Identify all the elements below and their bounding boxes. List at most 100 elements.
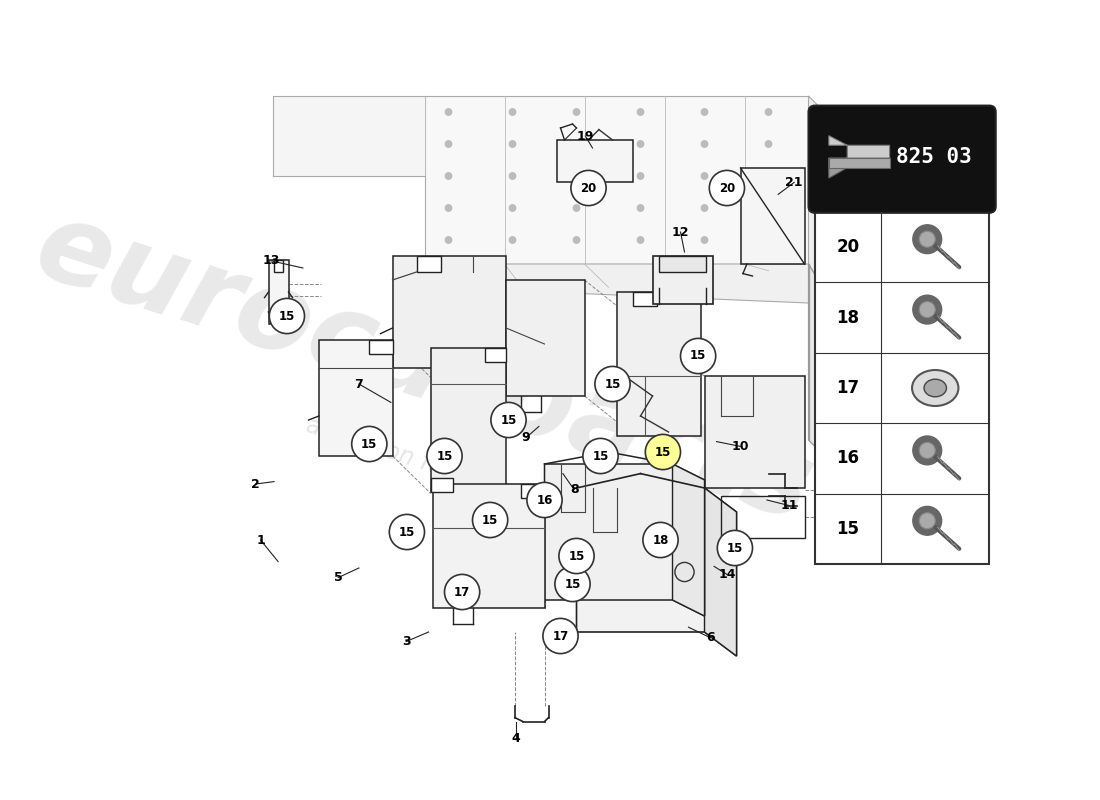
Polygon shape (652, 256, 713, 304)
Circle shape (583, 438, 618, 474)
Polygon shape (431, 478, 452, 492)
Polygon shape (740, 168, 804, 264)
Polygon shape (431, 348, 506, 492)
Text: 20: 20 (836, 238, 859, 256)
Text: 20: 20 (718, 182, 735, 194)
Circle shape (559, 538, 594, 574)
Polygon shape (704, 488, 737, 656)
Text: 15: 15 (592, 450, 608, 462)
Text: 4: 4 (512, 732, 520, 745)
Polygon shape (828, 136, 890, 168)
Circle shape (527, 482, 562, 518)
Circle shape (446, 109, 452, 115)
Circle shape (913, 225, 942, 254)
Text: 15: 15 (836, 520, 859, 538)
Circle shape (920, 231, 935, 247)
Text: 17: 17 (454, 586, 470, 598)
Circle shape (554, 566, 590, 602)
Text: 9: 9 (521, 431, 530, 444)
Text: 825 03: 825 03 (895, 147, 971, 167)
Circle shape (573, 109, 580, 115)
Text: 15: 15 (361, 438, 377, 450)
Circle shape (913, 295, 942, 324)
Circle shape (446, 237, 452, 243)
Circle shape (637, 109, 644, 115)
Polygon shape (616, 292, 701, 436)
Polygon shape (393, 256, 506, 368)
Text: 7: 7 (354, 378, 363, 390)
Circle shape (509, 173, 516, 179)
Text: 16: 16 (836, 450, 859, 467)
Polygon shape (417, 256, 440, 272)
Circle shape (509, 141, 516, 147)
Circle shape (595, 366, 630, 402)
Text: 5: 5 (333, 571, 342, 584)
Text: 6: 6 (706, 631, 714, 644)
Circle shape (766, 141, 772, 147)
Text: 13: 13 (262, 254, 279, 267)
Circle shape (573, 141, 580, 147)
Polygon shape (273, 96, 425, 176)
Text: 21: 21 (785, 176, 803, 189)
Polygon shape (576, 488, 737, 656)
Circle shape (766, 173, 772, 179)
Text: 17: 17 (836, 379, 859, 397)
Circle shape (920, 442, 935, 458)
Polygon shape (484, 348, 506, 362)
Circle shape (427, 438, 462, 474)
Circle shape (637, 141, 644, 147)
Polygon shape (544, 464, 704, 616)
Circle shape (573, 237, 580, 243)
Text: 15: 15 (564, 578, 581, 590)
Polygon shape (368, 340, 393, 354)
Text: 15: 15 (482, 514, 498, 526)
Text: 8: 8 (570, 483, 579, 496)
Text: 20: 20 (581, 182, 596, 194)
Circle shape (920, 513, 935, 529)
Circle shape (509, 109, 516, 115)
Circle shape (444, 574, 480, 610)
Circle shape (702, 109, 707, 115)
Text: 15: 15 (727, 542, 744, 554)
Text: 15: 15 (500, 414, 517, 426)
Polygon shape (506, 280, 584, 396)
Circle shape (646, 434, 681, 470)
Circle shape (766, 237, 772, 243)
Polygon shape (659, 256, 706, 272)
Circle shape (571, 170, 606, 206)
Circle shape (717, 530, 752, 566)
Text: a passion for parts since 1985: a passion for parts since 1985 (304, 414, 650, 546)
Polygon shape (672, 464, 704, 616)
Circle shape (573, 205, 580, 211)
Circle shape (766, 205, 772, 211)
Text: 15: 15 (654, 446, 671, 458)
Text: 14: 14 (718, 568, 736, 581)
Polygon shape (520, 484, 544, 498)
Circle shape (913, 436, 942, 465)
Text: 18: 18 (836, 309, 859, 326)
Circle shape (509, 237, 516, 243)
Text: 17: 17 (552, 630, 569, 642)
Circle shape (681, 338, 716, 374)
Text: eurocarparts: eurocarparts (23, 192, 826, 544)
Text: 16: 16 (537, 494, 552, 506)
Polygon shape (268, 260, 288, 324)
Text: 19: 19 (576, 130, 594, 142)
Polygon shape (704, 376, 804, 488)
Ellipse shape (912, 370, 958, 406)
Circle shape (270, 298, 305, 334)
Text: 10: 10 (732, 440, 749, 453)
Text: 18: 18 (652, 534, 669, 546)
Polygon shape (808, 96, 833, 304)
Polygon shape (432, 484, 544, 608)
Text: 1: 1 (256, 534, 265, 546)
Circle shape (352, 426, 387, 462)
Polygon shape (828, 158, 847, 178)
Circle shape (913, 506, 942, 535)
Circle shape (543, 618, 579, 654)
Circle shape (702, 237, 707, 243)
Bar (815, 212, 989, 564)
Circle shape (473, 502, 508, 538)
Text: 15: 15 (569, 550, 585, 562)
Polygon shape (425, 96, 808, 264)
